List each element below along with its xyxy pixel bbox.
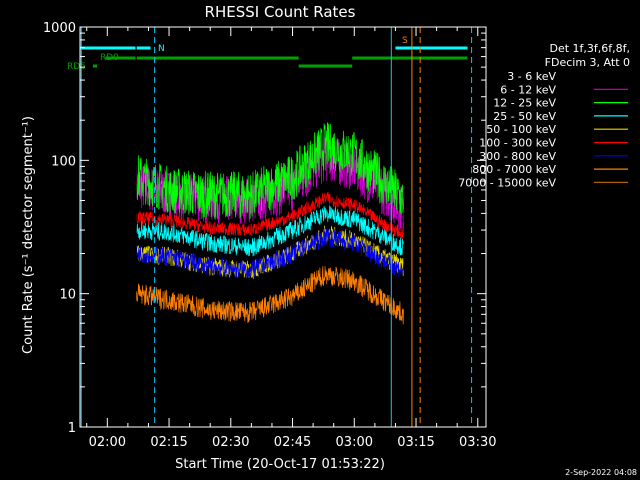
series-line [135, 37, 404, 44]
y-axis-label: Count Rate (s⁻¹ detector segment⁻¹) [21, 116, 36, 354]
series-line [135, 205, 404, 257]
legend-header: FDecim 3, Att 0 [545, 56, 630, 69]
series-line [135, 266, 404, 325]
series-line [135, 122, 404, 219]
legend-label: 100 - 300 keV [479, 137, 556, 150]
x-tick-label: 03:15 [397, 435, 434, 450]
x-axis: 02:00 02:15 02:30 02:45 03:00 03:15 03:30 [86, 27, 497, 450]
legend-label: 25 - 50 keV [493, 110, 556, 123]
x-tick-label: 03:00 [336, 435, 373, 450]
series-line [135, 228, 404, 279]
legend-label: 3 - 6 keV [507, 70, 556, 83]
legend-label: 12 - 25 keV [493, 97, 556, 110]
flag-label: N [158, 44, 165, 54]
timestamp: 2-Sep-2022 04:08 [565, 468, 637, 477]
legend-label: 6 - 12 keV [500, 83, 556, 96]
flag-label: RD0 [100, 53, 119, 63]
x-axis-label: Start Time (20-Oct-17 01:53:22) [175, 457, 385, 472]
y-tick-label: 10 [59, 288, 76, 303]
vertical-markers [80, 27, 473, 427]
flag-overlays: RD5 RD0 N S [67, 36, 468, 72]
legend-label: 7000 - 15000 keV [458, 176, 556, 189]
flag-label: S [402, 36, 408, 46]
chart-title: RHESSI Count Rates [205, 3, 356, 21]
x-tick-label: 03:30 [459, 435, 496, 450]
y-tick-label: 100 [51, 154, 76, 169]
x-tick-label: 02:30 [212, 435, 249, 450]
series-layer [135, 37, 404, 325]
series-line [135, 192, 404, 239]
y-tick-label: 1 [68, 421, 76, 436]
legend: Det 1f,3f,6f,8f,FDecim 3, Att 03 - 6 keV… [458, 42, 630, 189]
plot-frame [79, 26, 487, 428]
x-tick-label: 02:45 [274, 435, 311, 450]
y-tick-label: 1000 [43, 21, 76, 36]
legend-header: Det 1f,3f,6f,8f, [549, 42, 630, 55]
legend-label: 300 - 800 keV [479, 150, 556, 163]
flag-label: RD5 [67, 62, 86, 72]
y-axis: 1 10 100 1000 [43, 21, 486, 436]
legend-label: 800 - 7000 keV [472, 163, 556, 176]
x-tick-label: 02:00 [89, 435, 126, 450]
legend-label: 50 - 100 keV [486, 123, 556, 136]
x-tick-label: 02:15 [150, 435, 187, 450]
